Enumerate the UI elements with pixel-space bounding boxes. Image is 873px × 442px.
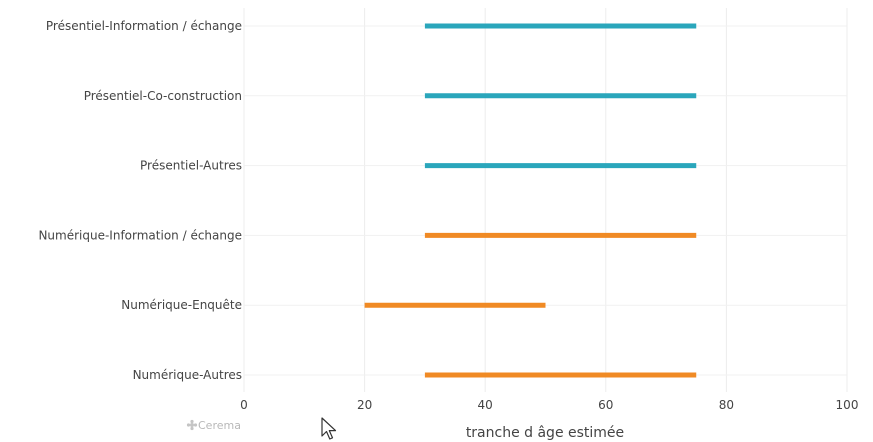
watermark-text: Cerema bbox=[198, 419, 241, 432]
x-tick-label: 100 bbox=[836, 398, 859, 412]
x-tick-labels: 0 20 40 60 80 100 bbox=[240, 398, 858, 412]
x-axis-title: tranche d âge estimée bbox=[466, 425, 624, 441]
x-tick-label: 60 bbox=[598, 398, 613, 412]
cerema-logo-icon bbox=[186, 419, 198, 431]
category-label: Présentiel-Information / échange bbox=[46, 19, 242, 33]
category-label: Numérique-Enquête bbox=[121, 298, 242, 312]
category-labels: Présentiel-Information / échange Présenti… bbox=[38, 19, 242, 382]
range-bars bbox=[364, 23, 697, 378]
cerema-watermark: Cerema bbox=[186, 419, 241, 432]
category-label: Présentiel-Co-construction bbox=[84, 89, 242, 103]
x-tick-label: 20 bbox=[357, 398, 372, 412]
mouse-pointer-icon bbox=[321, 417, 337, 440]
grid bbox=[243, 8, 848, 392]
x-tick-label: 40 bbox=[478, 398, 493, 412]
x-tick-label: 0 bbox=[240, 398, 248, 412]
category-label: Présentiel-Autres bbox=[140, 159, 242, 173]
category-label: Numérique-Autres bbox=[133, 368, 242, 382]
category-label: Numérique-Information / échange bbox=[38, 228, 242, 242]
x-tick-label: 80 bbox=[719, 398, 734, 412]
